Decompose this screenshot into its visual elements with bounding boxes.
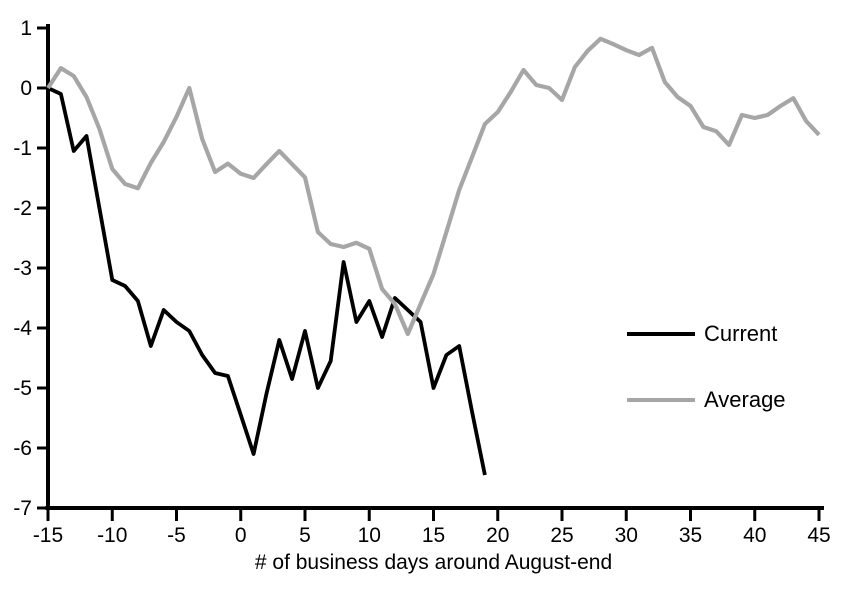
y-tick-label: -5 (13, 377, 32, 400)
average-line (46, 36, 821, 337)
y-tick-label: -4 (13, 317, 32, 340)
x-tick-label: 10 (358, 524, 381, 547)
x-tick-label: -15 (33, 524, 63, 547)
y-tick-label: -6 (13, 437, 32, 460)
current-line (47, 86, 487, 476)
legend-item-current: Current (627, 321, 786, 347)
legend-label-current: Current (704, 321, 778, 346)
average-line-swatch (627, 398, 695, 402)
y-tick-label: -2 (13, 197, 32, 220)
x-tick-label: 30 (615, 524, 638, 547)
legend: Current Average (627, 321, 786, 453)
x-tick-label: -10 (97, 524, 127, 547)
x-tick-label: 20 (486, 524, 509, 547)
y-tick-label: -3 (13, 257, 32, 280)
current-line-swatch (627, 332, 695, 336)
x-tick-label: 35 (679, 524, 702, 547)
x-tick-label: 0 (235, 524, 247, 547)
x-tick-label: 25 (550, 524, 573, 547)
x-tick-label: -5 (167, 524, 186, 547)
y-tick-label: -1 (13, 137, 32, 160)
x-tick-label: 15 (422, 524, 445, 547)
x-tick-label: 40 (743, 524, 766, 547)
y-tick-label: -7 (13, 497, 32, 520)
x-tick-label: 5 (299, 524, 311, 547)
legend-item-average: Average (627, 387, 786, 413)
legend-label-average: Average (704, 387, 786, 412)
x-axis-title: # of business days around August-end (254, 551, 613, 574)
y-tick-label: 0 (20, 77, 32, 100)
x-tick-label: 45 (807, 524, 830, 547)
y-tick-label: 1 (20, 17, 32, 40)
